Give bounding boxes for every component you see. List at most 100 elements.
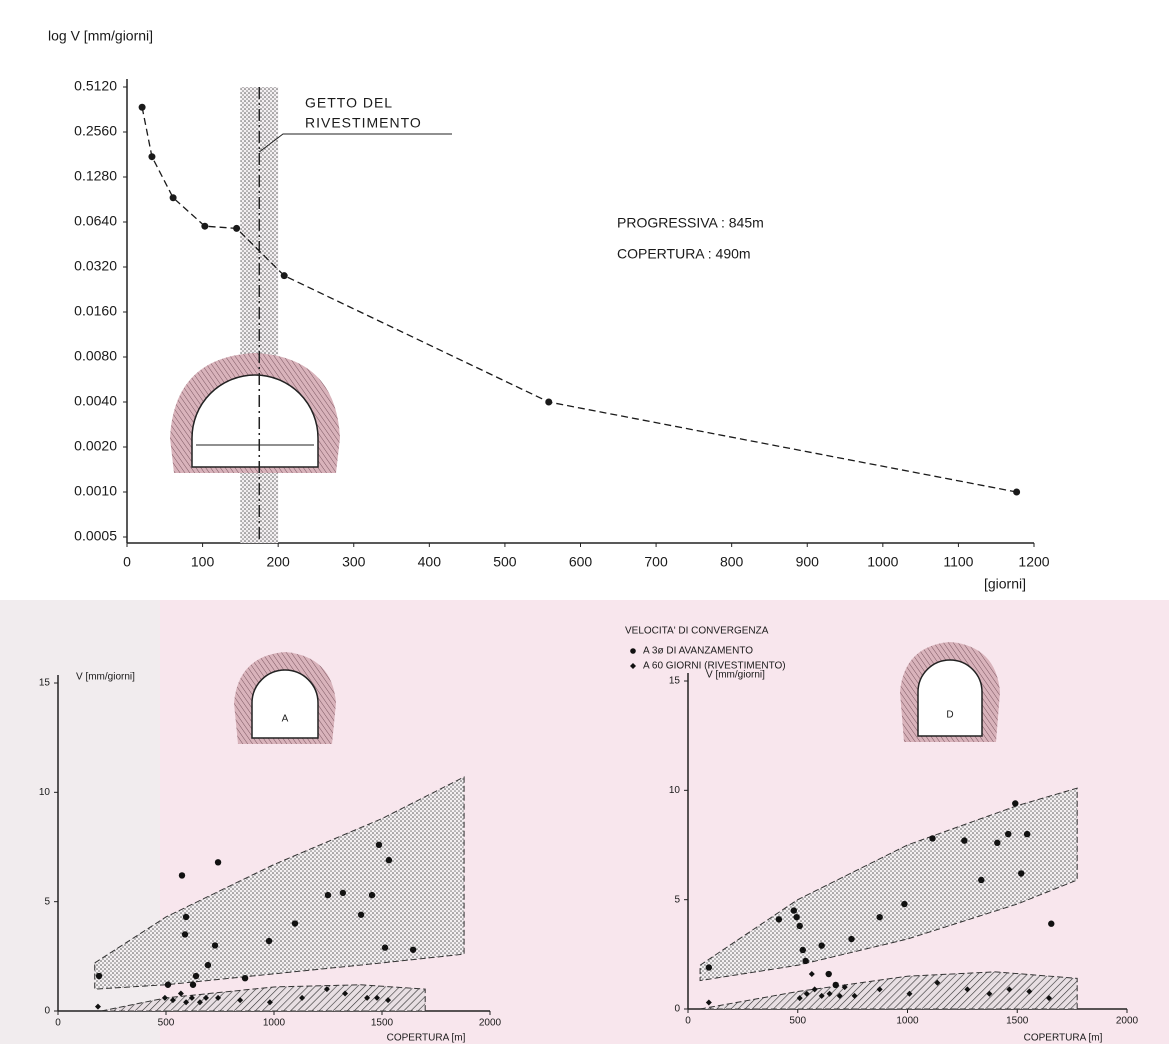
- data-point: [169, 194, 177, 202]
- x-tick-label: 100: [191, 554, 215, 570]
- diamond-point: [803, 990, 810, 997]
- y-tick-label: 15: [39, 678, 51, 689]
- diamond-point: [237, 997, 244, 1004]
- diamond-point: [1046, 995, 1053, 1002]
- diamond-point: [385, 997, 392, 1004]
- diamond-point: [202, 994, 209, 1001]
- y-tick-label: 0.0020: [74, 438, 117, 454]
- data-point: [148, 153, 156, 161]
- circle-point: [1048, 920, 1055, 927]
- x-tick-label: 1000: [263, 1018, 286, 1029]
- diamond-point: [169, 997, 176, 1004]
- x-tick-label: 400: [418, 554, 442, 570]
- diamond-point: [1006, 986, 1013, 993]
- x-tick-label: 1500: [371, 1018, 394, 1029]
- envelope: [699, 971, 1078, 1010]
- circle-point: [368, 891, 376, 899]
- y-tick-label: 0.0080: [74, 348, 117, 364]
- circle-point: [705, 964, 713, 971]
- diamond-point: [161, 994, 168, 1001]
- circle-point: [182, 913, 190, 921]
- circle-point: [1012, 800, 1019, 807]
- circle-point: [818, 942, 825, 949]
- x-axis-label: COPERTURA [m]: [1024, 1033, 1103, 1044]
- tunnel-label: A: [282, 714, 289, 725]
- diamond-point: [934, 979, 941, 986]
- y-tick-label: 0: [674, 1004, 680, 1015]
- circle-point: [164, 981, 172, 988]
- y-tick-label: 0.1280: [74, 168, 117, 184]
- y-tick-label: 5: [44, 896, 50, 907]
- tunnel-section: [917, 659, 983, 737]
- circle-point: [1023, 830, 1031, 838]
- leader-line: [258, 133, 452, 153]
- circle-point: [241, 975, 249, 982]
- circle-point: [291, 920, 299, 927]
- circle-point: [192, 972, 200, 980]
- legend-label: A 60 GIORNI (RIVESTIMENTO): [643, 661, 786, 672]
- diamond-point: [818, 992, 825, 999]
- diamond-point: [364, 994, 371, 1001]
- legend-item: A 3ø DI AVANZAMENTO: [630, 646, 753, 657]
- x-tick-label: 0: [55, 1018, 61, 1029]
- x-axis-label: COPERTURA [m]: [387, 1033, 466, 1044]
- legend-marker: [630, 648, 636, 654]
- diamond-point: [196, 999, 203, 1006]
- x-tick-label: 500: [493, 554, 517, 570]
- circle-point: [181, 931, 189, 938]
- circle-point: [825, 970, 832, 978]
- x-tick-label: 900: [796, 554, 820, 570]
- circle-point: [265, 937, 273, 945]
- diamond-point: [841, 984, 848, 991]
- diamond-point: [215, 994, 222, 1001]
- circle-point: [832, 981, 839, 989]
- x-tick-label: 1200: [1018, 554, 1049, 570]
- x-tick-label: 300: [342, 554, 366, 570]
- y-tick-label: 15: [669, 676, 681, 687]
- circle-point: [189, 981, 197, 988]
- circle-point: [211, 942, 219, 949]
- diamond-point: [177, 990, 184, 997]
- data-point: [233, 224, 241, 232]
- tunnel-label: D: [946, 709, 953, 720]
- diamond-point: [986, 990, 993, 997]
- circle-point: [793, 913, 800, 921]
- y-tick-label: 0.0160: [74, 303, 117, 319]
- x-tick-label: 1000: [867, 554, 898, 570]
- diamond-point: [811, 986, 818, 993]
- y-tick-label: 5: [674, 894, 680, 905]
- diamond-point: [323, 986, 330, 993]
- circle-point: [1018, 870, 1025, 877]
- circle-point: [848, 935, 855, 943]
- diamond-point: [183, 999, 190, 1006]
- circle-point: [790, 907, 797, 914]
- annotation: COPERTURA : 490m: [617, 246, 751, 262]
- tunnel-section: [251, 669, 319, 739]
- diamond-point: [188, 994, 195, 1001]
- circle-point: [978, 876, 985, 884]
- diamond-point: [808, 971, 815, 978]
- x-tick-label: 1500: [1006, 1016, 1029, 1027]
- y-axis-label: log V [mm/giorni]: [48, 28, 153, 44]
- circle-point: [994, 839, 1001, 847]
- data-point: [201, 222, 209, 230]
- legend-item: A 60 GIORNI (RIVESTIMENTO): [630, 661, 786, 672]
- chart-convergence-d: 0 5 10 15 0 500 1000 1500 2000 V [mm/giorni] COPER…: [669, 642, 1139, 1044]
- circle-point: [204, 961, 212, 969]
- data-point: [545, 398, 553, 406]
- x-tick-label: 800: [720, 554, 744, 570]
- diamond-point: [374, 994, 381, 1001]
- diamond-point: [796, 995, 803, 1002]
- x-tick-label: 1100: [943, 554, 973, 570]
- annotation: PROGRESSIVA : 845m: [617, 215, 764, 231]
- x-tick-label: 700: [644, 554, 668, 570]
- data-point: [138, 103, 146, 111]
- diamond-point: [1026, 988, 1033, 995]
- circle-point: [339, 889, 347, 897]
- x-tick-label: 500: [158, 1018, 175, 1029]
- y-tick-label: 0.0320: [74, 258, 117, 274]
- diamond-point: [851, 992, 858, 999]
- circle-point: [385, 856, 393, 864]
